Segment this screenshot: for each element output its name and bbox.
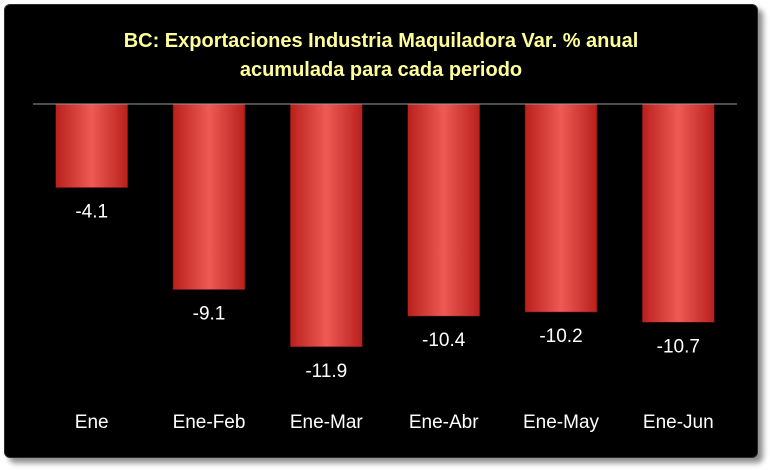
chart-title-line-1: BC: Exportaciones Industria Maquiladora … xyxy=(123,30,639,52)
data-label: -10.4 xyxy=(422,330,466,351)
bar-ene-mar xyxy=(289,103,363,348)
bar-ene-jun xyxy=(641,103,715,323)
data-label: -10.2 xyxy=(539,326,582,347)
chart-title: BC: Exportaciones Industria Maquiladora … xyxy=(5,27,757,85)
bar-ene xyxy=(55,103,129,188)
bar-plot: -4.1 Ene -9.1 Ene-Feb -11.9 Ene-Mar -10.4 Ene-A… xyxy=(33,103,737,433)
x-tick-label: Ene-Mar xyxy=(290,412,364,433)
bar-ene-feb xyxy=(172,103,246,290)
data-label: -4.1 xyxy=(75,202,108,223)
x-tick-label: Ene xyxy=(75,412,109,433)
chart-frame: BC: Exportaciones Industria Maquiladora … xyxy=(4,4,758,458)
x-tick-label: Ene-Jun xyxy=(643,412,714,433)
bar-ene-may xyxy=(524,103,598,313)
chart-title-line-2: acumulada para cada periodo xyxy=(239,59,523,81)
bar-ene-abr xyxy=(407,103,481,317)
x-tick-label: Ene-Feb xyxy=(173,412,246,433)
x-tick-label: Ene-May xyxy=(523,412,600,433)
data-label: -11.9 xyxy=(305,361,347,382)
data-label: -10.7 xyxy=(657,336,700,357)
x-tick-label: Ene-Abr xyxy=(409,412,479,433)
data-label: -9.1 xyxy=(193,304,226,325)
